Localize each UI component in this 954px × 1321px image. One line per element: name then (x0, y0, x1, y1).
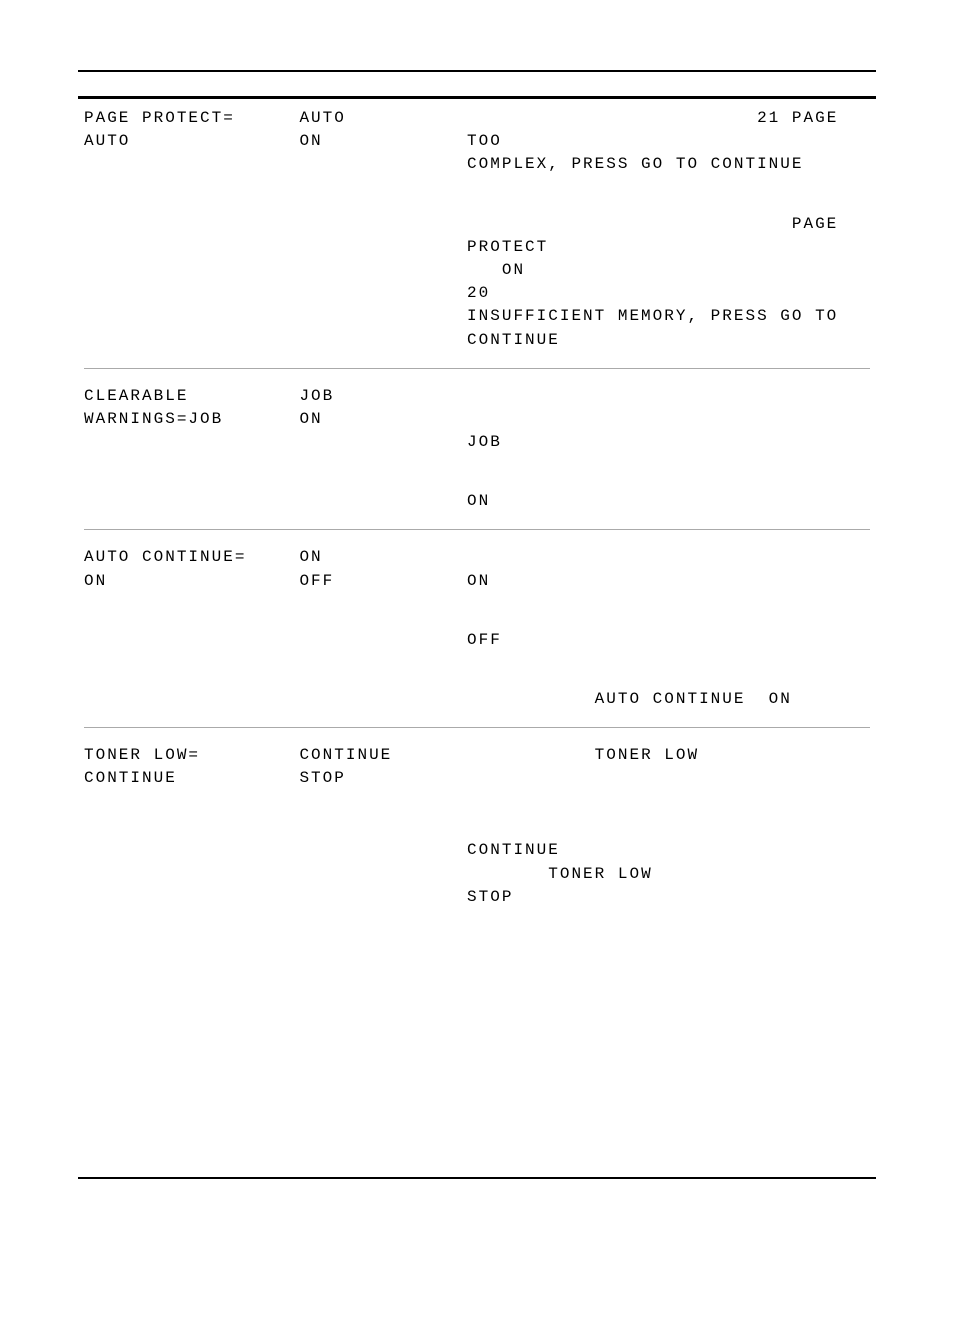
item-values: ON OFF (299, 546, 455, 592)
top-horizontal-rule (78, 70, 876, 72)
item-description: TONER LOW (467, 744, 870, 767)
row-divider (84, 368, 870, 369)
item-description: CONTINUE TONER LOW STOP (467, 839, 870, 909)
table-row: PAGE PROTECT= AUTO AUTO ON 21 PAGE TOO C… (78, 99, 876, 360)
item-label: TONER LOW= CONTINUE (84, 744, 287, 790)
item-description: JOB (467, 385, 870, 455)
table-row: TONER LOW= CONTINUE CONTINUE STOP TONER … (78, 736, 876, 917)
item-description: OFF (467, 629, 870, 652)
item-label: CLEARABLE WARNINGS=JOB (84, 385, 287, 431)
item-values: AUTO ON (299, 107, 455, 153)
table-row: CLEARABLE WARNINGS=JOB JOB ON JOB ON (78, 377, 876, 522)
item-values: JOB ON (299, 385, 455, 431)
item-label: PAGE PROTECT= AUTO (84, 107, 287, 153)
item-description: 21 PAGE TOO COMPLEX, PRESS GO TO CONTINU… (467, 107, 870, 177)
bottom-horizontal-rule (78, 1177, 876, 1179)
row-divider (84, 529, 870, 530)
item-description: ON (467, 490, 870, 513)
item-description: ON (467, 546, 870, 592)
item-label: AUTO CONTINUE= ON (84, 546, 287, 592)
item-description: PAGE PROTECT ON 20 INSUFFICIENT MEMORY, … (467, 213, 870, 352)
item-description: AUTO CONTINUE ON (467, 688, 870, 711)
item-values: CONTINUE STOP (299, 744, 455, 790)
settings-table: PAGE PROTECT= AUTO AUTO ON 21 PAGE TOO C… (78, 99, 876, 917)
table-row: AUTO CONTINUE= ON ON OFF ON OFF AUTO CON… (78, 538, 876, 719)
row-divider (84, 727, 870, 728)
